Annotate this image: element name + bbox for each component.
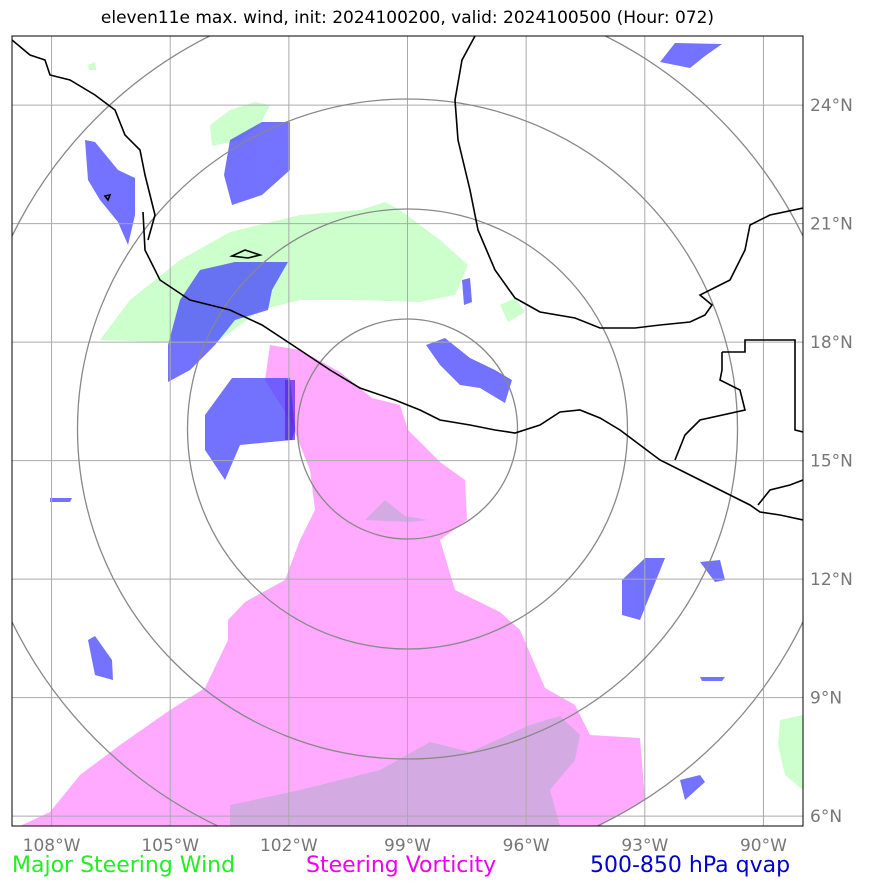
lon-tick-label: 102°W	[260, 836, 318, 856]
coastlines	[12, 36, 803, 521]
vorticity-layer	[20, 345, 645, 826]
qvap-region	[85, 140, 135, 245]
lon-tick-labels: 108°W 105°W 102°W 99°W 96°W 93°W 90°W	[23, 836, 787, 856]
qvap-region	[50, 498, 72, 502]
map-title: eleven11e max. wind, init: 2024100200, v…	[100, 8, 715, 28]
lat-tick-labels: 24°N 21°N 18°N 15°N 12°N 9°N 6°N	[810, 96, 853, 827]
belize-coast	[757, 479, 803, 506]
lat-tick-label: 6°N	[810, 807, 842, 827]
legend-steering-vorticity: Steering Vorticity	[306, 853, 497, 878]
lon-tick-label: 90°W	[740, 836, 787, 856]
wind-region	[500, 298, 525, 322]
qvap-region	[168, 262, 288, 382]
wind-region	[210, 102, 270, 146]
island-baja	[103, 193, 112, 202]
gulf-coastline	[454, 36, 803, 329]
qvap-region	[680, 775, 705, 800]
qvap-layer	[50, 43, 725, 800]
grid-lines	[12, 36, 803, 826]
qvap-region	[700, 560, 725, 582]
guatemala-border	[674, 352, 746, 461]
lon-tick-label: 93°W	[621, 836, 668, 856]
overlap-region	[365, 500, 428, 522]
lon-tick-label: 99°W	[384, 836, 431, 856]
lon-tick-label: 96°W	[503, 836, 550, 856]
range-ring	[76, 98, 739, 760]
lat-tick-label: 12°N	[810, 570, 853, 590]
qvap-region	[224, 122, 290, 205]
range-ring	[186, 208, 629, 650]
yucatan-border	[722, 339, 803, 433]
range-rings	[12, 36, 803, 826]
lat-tick-label: 15°N	[810, 452, 853, 472]
qvap-region	[462, 278, 472, 305]
lat-tick-label: 24°N	[810, 96, 853, 116]
qvap-region	[88, 636, 113, 680]
qvap-region	[660, 43, 722, 68]
isla-maria	[229, 249, 263, 259]
lat-tick-label: 18°N	[810, 333, 853, 353]
vorticity-region	[20, 345, 645, 826]
baja-coastline	[12, 39, 156, 241]
lon-tick-label: 108°W	[23, 836, 81, 856]
qvap-region	[622, 558, 665, 620]
overlap-layer	[230, 500, 580, 826]
qvap-strong-strip	[285, 380, 295, 440]
overlap-region	[230, 716, 580, 826]
qvap-region	[205, 378, 295, 480]
wind-region	[88, 62, 96, 70]
map-frame	[11, 35, 804, 827]
qvap-region	[700, 677, 725, 681]
lat-tick-label: 9°N	[810, 689, 842, 709]
lon-tick-label: 105°W	[141, 836, 199, 856]
qvap-region	[426, 338, 512, 403]
range-ring	[296, 318, 519, 540]
wind-region	[778, 715, 803, 790]
legend-qvap: 500-850 hPa qvap	[590, 853, 791, 878]
pacific-coastline	[142, 211, 803, 521]
lat-tick-label: 21°N	[810, 215, 853, 235]
legend-steering-wind: Major Steering Wind	[12, 853, 236, 878]
